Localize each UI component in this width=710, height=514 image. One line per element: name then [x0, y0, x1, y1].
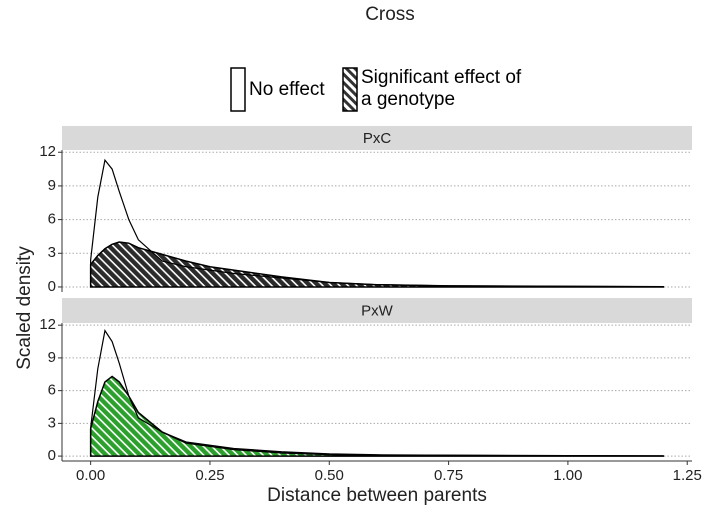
- y-tick-label: 0: [48, 447, 56, 464]
- y-axis-label: Scaled density: [14, 246, 35, 370]
- density-area: [89, 375, 665, 457]
- legend-key: [342, 67, 358, 112]
- x-tick-label: 0.75: [434, 467, 463, 484]
- y-tick-label: 9: [48, 349, 56, 366]
- legend-key: [230, 67, 246, 112]
- strip: [62, 126, 692, 150]
- y-tick-label: 12: [39, 316, 56, 333]
- y-tick-label: 0: [48, 278, 56, 295]
- x-axis-label: Distance between parents: [267, 485, 487, 506]
- y-tick-label: 12: [39, 143, 56, 160]
- y-tick-label: 3: [48, 244, 56, 261]
- y-tick-label: 9: [48, 177, 56, 194]
- panel-title: PxW: [361, 302, 394, 319]
- y-tick-label: 3: [48, 414, 56, 431]
- y-tick-label: 6: [48, 382, 56, 399]
- x-tick-label: 1.25: [673, 467, 702, 484]
- x-tick-label: 0.50: [315, 467, 344, 484]
- panel-title: PxC: [363, 130, 392, 147]
- density-line: [90, 158, 664, 288]
- density-line: [90, 329, 664, 457]
- legend-label: Significant effect of a genotype: [361, 67, 522, 110]
- legend-label: No effect: [249, 79, 325, 100]
- x-tick-label: 0.25: [195, 467, 224, 484]
- strip: [62, 298, 692, 323]
- legend-title: Cross: [365, 4, 415, 25]
- x-tick-label: 1.00: [553, 467, 582, 484]
- y-tick-label: 6: [48, 211, 56, 228]
- x-tick-label: 0.00: [76, 467, 105, 484]
